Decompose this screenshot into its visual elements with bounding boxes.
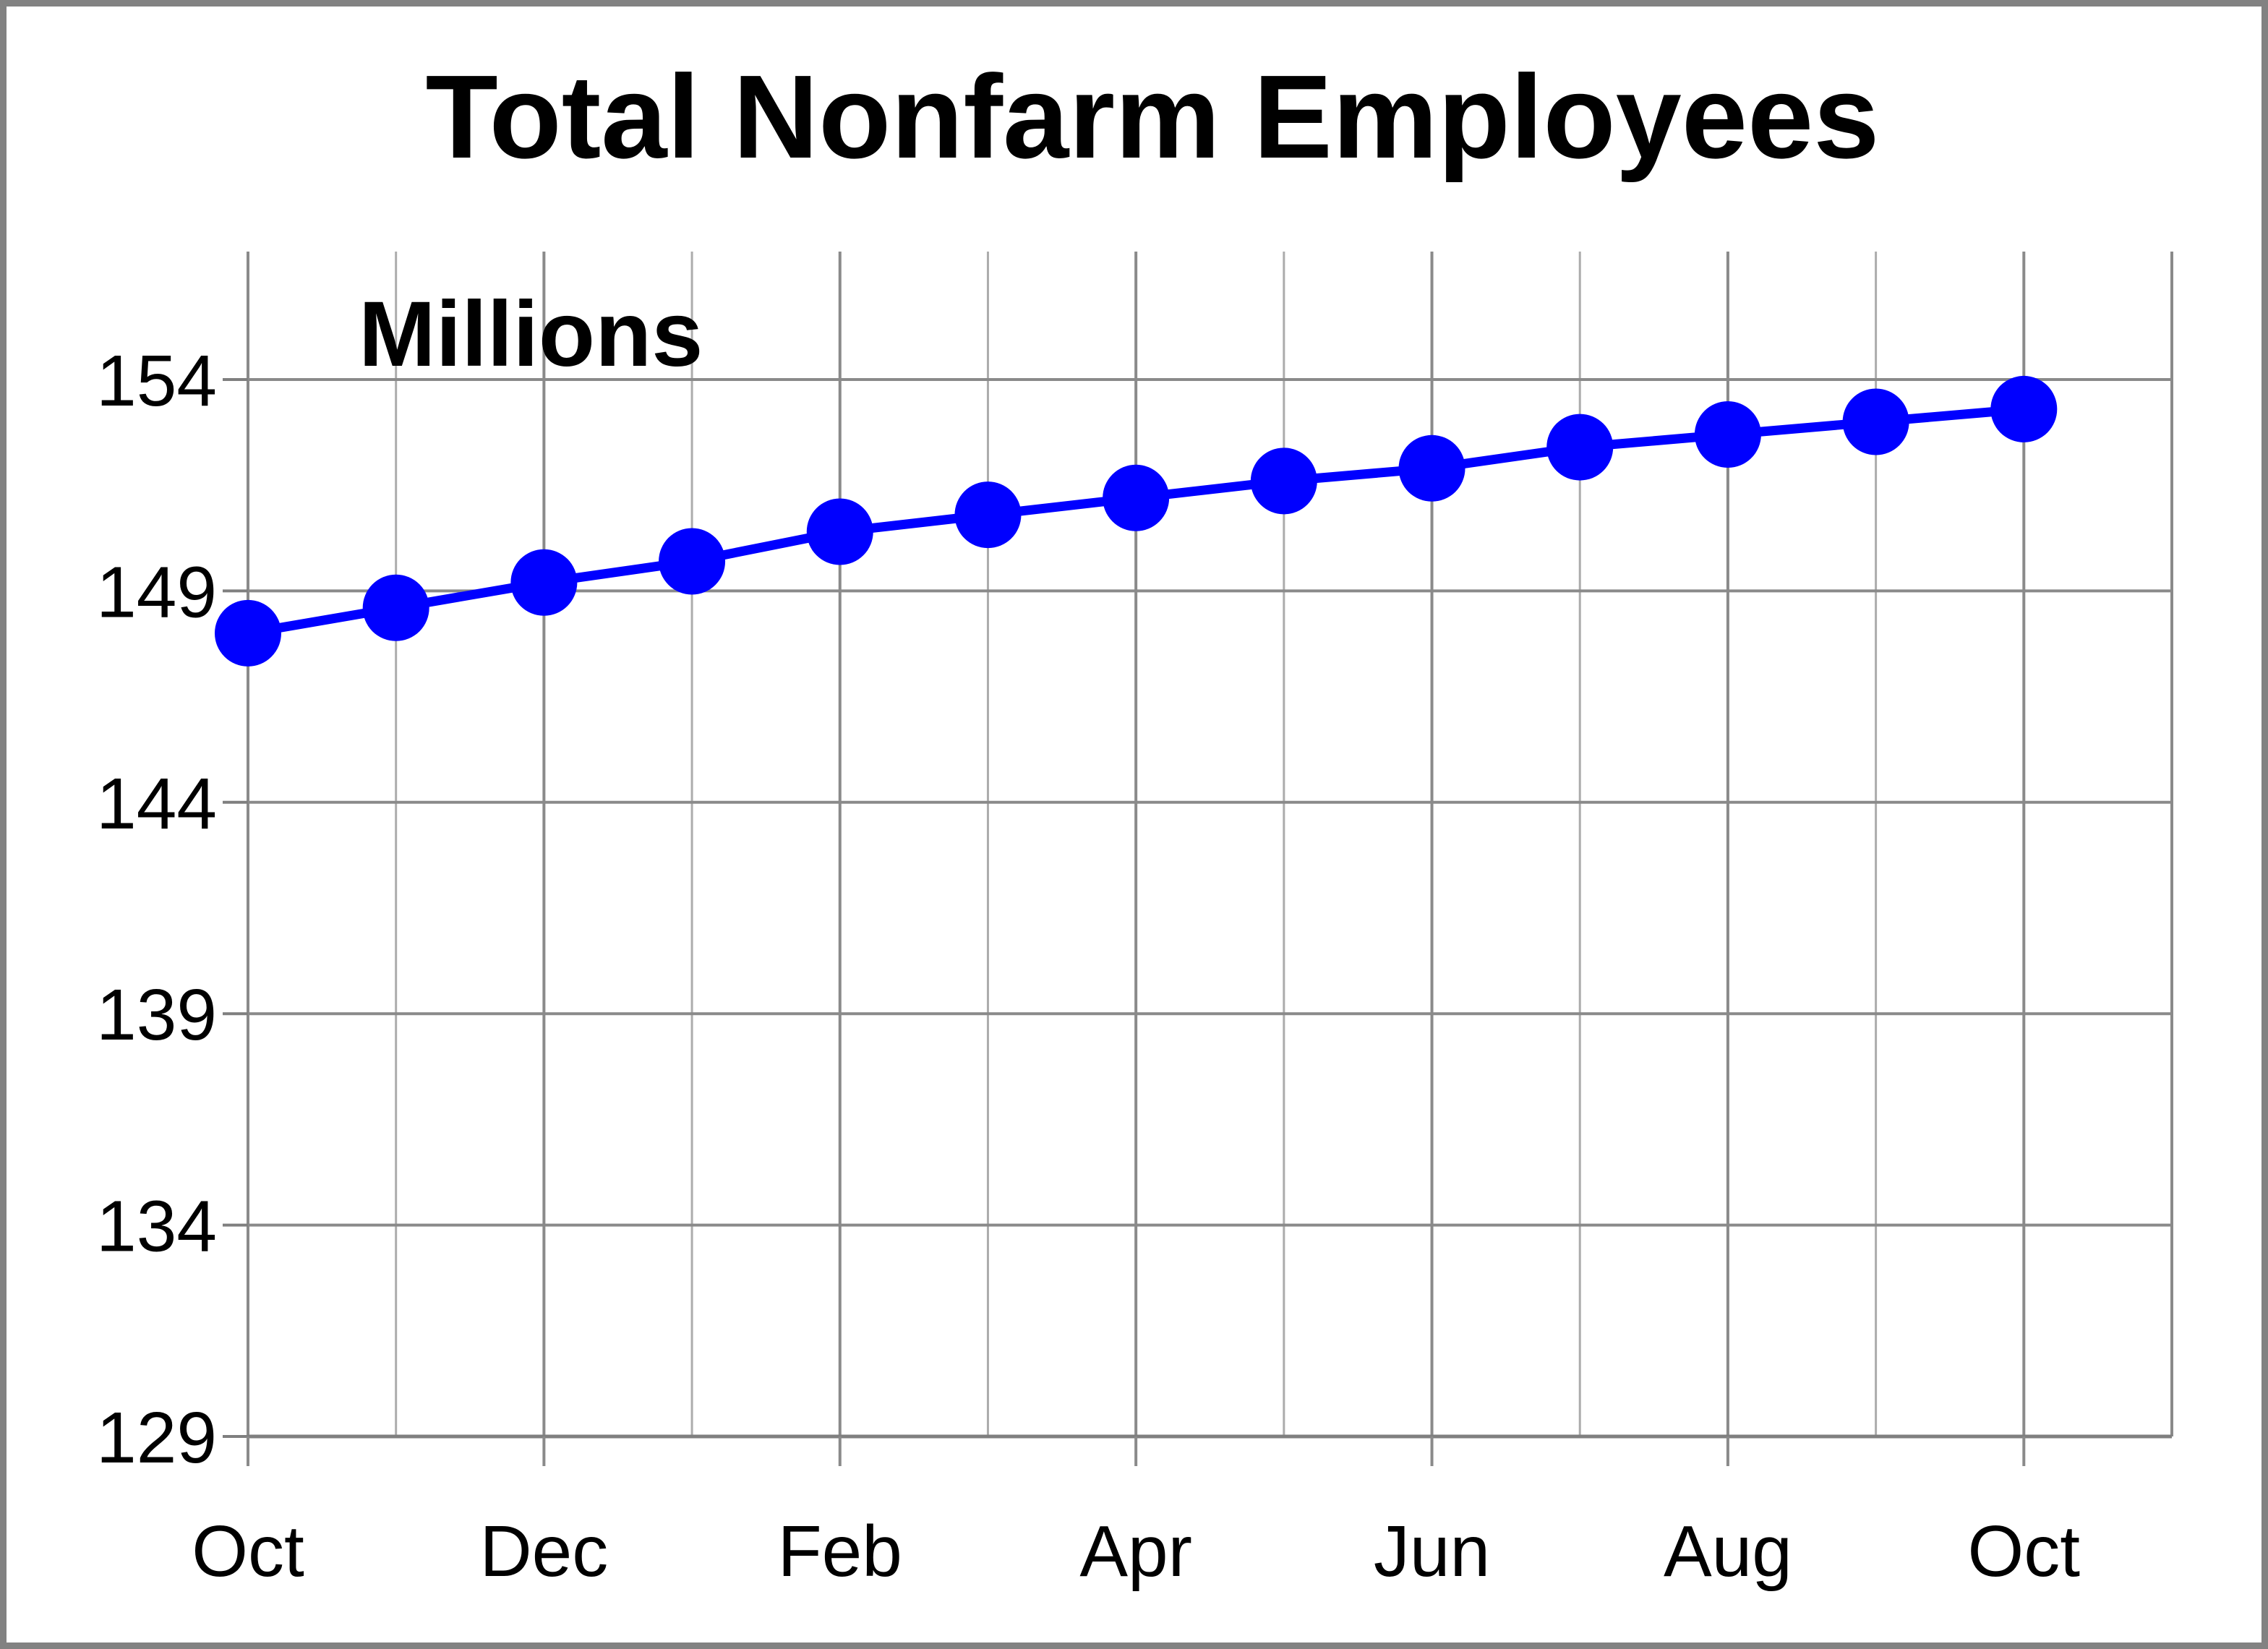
data-point-marker xyxy=(1842,388,1909,455)
data-point-marker xyxy=(1694,401,1761,468)
x-tick-label: Oct xyxy=(192,1511,304,1592)
tick-mark-layer xyxy=(223,378,2026,1466)
x-tick-label: Apr xyxy=(1079,1511,1192,1592)
data-point-marker xyxy=(1398,434,1465,502)
x-tick-label: Oct xyxy=(1968,1511,2081,1592)
data-point-marker xyxy=(1250,447,1317,515)
data-series-layer xyxy=(215,375,2058,667)
y-tick-label: 154 xyxy=(96,340,217,421)
chart-title: Total Nonfarm Employees xyxy=(426,51,1880,183)
data-point-marker xyxy=(215,599,281,667)
y-tick-label: 139 xyxy=(96,975,217,1055)
y-axis-units-label: Millions xyxy=(359,283,703,386)
x-tick-label: Jun xyxy=(1374,1511,1490,1592)
y-tick-label: 149 xyxy=(96,552,217,633)
axis-label-layer: 129 134 139 144 149 154 Oct Dec Feb Apr Jun Aug Oct xyxy=(96,340,2080,1592)
x-tick-label: Feb xyxy=(778,1511,902,1592)
y-tick-label: 129 xyxy=(96,1397,217,1478)
data-point-marker xyxy=(659,528,726,595)
data-point-marker xyxy=(1990,375,2058,442)
data-point-marker xyxy=(806,498,873,565)
y-tick-label: 144 xyxy=(96,763,217,844)
data-point-marker xyxy=(1103,464,1170,531)
x-tick-label: Dec xyxy=(479,1511,608,1592)
y-tick-label: 134 xyxy=(96,1186,217,1267)
data-point-marker xyxy=(954,481,1022,549)
data-point-marker xyxy=(362,574,429,641)
data-point-marker xyxy=(1546,414,1614,481)
x-tick-label: Aug xyxy=(1664,1511,1792,1592)
data-point-marker xyxy=(510,549,578,616)
